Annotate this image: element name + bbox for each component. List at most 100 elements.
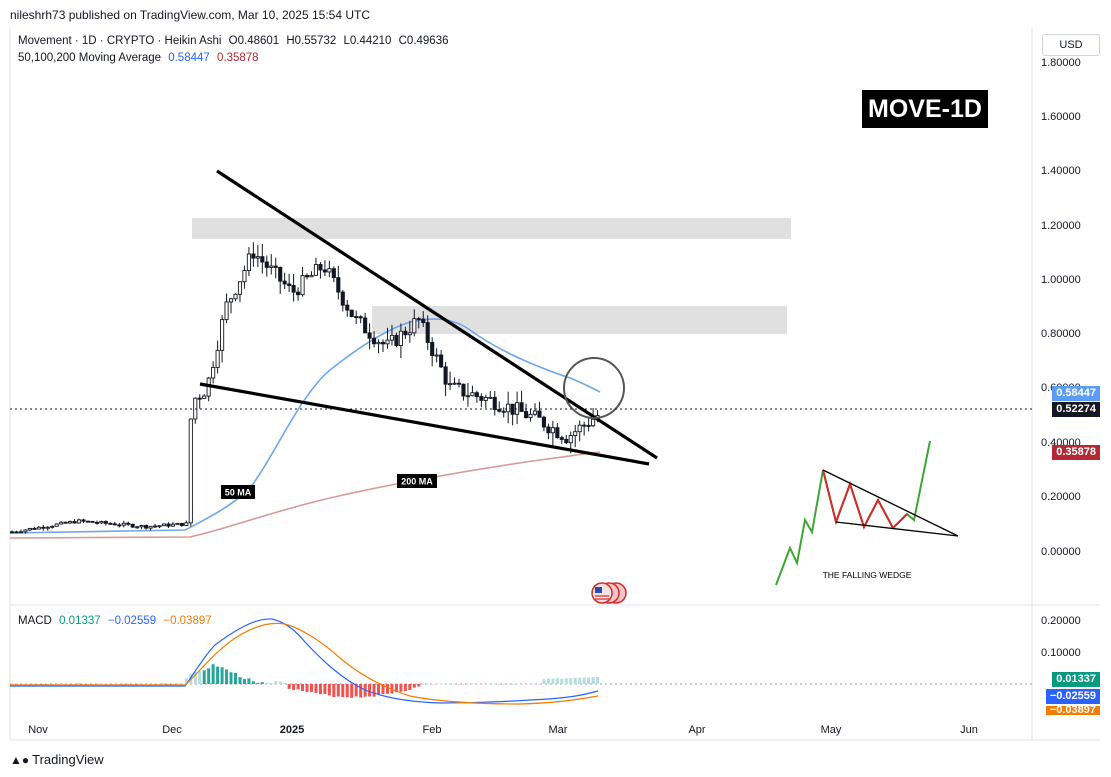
macd-hist-bar [444,683,448,685]
us-flag-icon[interactable] [591,582,627,604]
time-axis-label: Nov [28,724,48,736]
macd-hist-bar [336,684,340,697]
candle-body [452,382,457,385]
publisher-header: nileshrh73 published on TradingView.com,… [10,8,370,22]
macd-hist-bar [350,684,354,698]
candle-body [242,270,247,283]
macd-hist-bar [265,682,269,684]
candle-body [322,269,327,273]
candle-body [144,525,149,529]
candle-body [161,523,167,527]
macd-axis: 0.20000 0.10000 [1041,615,1081,659]
price-axis-label: 1.80000 [1041,57,1081,69]
candle-body [470,392,475,397]
ma50-label: 50 MA [225,488,252,498]
hist-price-tag: −0.03897 [1045,706,1100,715]
candle-body [555,427,560,439]
time-axis-label: Apr [688,724,705,736]
macd-hist-bar [506,684,510,685]
macd-legend-v3: −0.03897 [163,615,212,627]
candle-body [54,523,59,527]
candle-body [296,291,301,296]
macd-hist-bar [560,678,564,684]
last-price-tag: 0.52274 [1052,402,1100,417]
currency-button[interactable]: USD [1042,34,1100,56]
macd-hist-bar [381,684,385,695]
macd-hist-bar [546,678,550,684]
macd-hist-bar [46,683,50,685]
candle-body [130,523,135,528]
candle-body [550,427,555,434]
macd-hist-bar [497,684,501,685]
macd-hist-bar [596,677,600,684]
candle-body [45,526,50,529]
time-axis-label: Mar [549,724,568,736]
candle-body [313,264,319,276]
macd-hist-bar [41,683,45,685]
candle-body [304,275,310,278]
candle-body [461,383,466,397]
macd-hist-bar [318,684,322,695]
candle-body [76,519,82,524]
move-1d-tag: MOVE-1D [862,90,988,128]
macd-legend-label: MACD [18,615,52,627]
macd-hist-bar [309,684,313,692]
candle-body [492,396,497,410]
price-axis-label: 0.80000 [1041,328,1081,340]
macd-hist-bar [537,684,541,685]
ohlc-close: C0.49636 [398,35,449,47]
candle-body [121,522,126,526]
candle-body [577,424,582,433]
candle-body [515,402,520,415]
macd-hist-bar [569,678,573,684]
candle-body [416,318,421,321]
candle-body [287,283,292,286]
macd-hist-bar [533,684,537,685]
ma-legend-label: 50,100,200 Moving Average [18,52,162,64]
symbol-legend: Movement · 1D · CRYPTO · Heikin Ashi O0.… [18,35,453,47]
macd-hist-bar [162,683,166,684]
ma200-label-box [397,474,437,488]
macd-line [10,618,599,704]
candle-body [318,264,323,271]
candle-body [573,431,578,437]
macd-hist-bar [283,682,287,684]
macd-hist-bar [14,683,18,685]
macd-legend: MACD 0.01337 −0.02559 −0.03897 [18,615,216,627]
candle-body [434,354,439,357]
resistance-zone-upper [192,218,791,239]
candle-body [439,354,444,368]
macd-hist-bar [175,683,179,684]
macd-hist-bar [278,681,282,684]
macd-hist-bar [412,684,416,688]
candle-body [456,382,462,385]
macd-hist-bar [430,684,434,685]
footer-brand: TradingView [32,752,104,767]
ma-legend: 50,100,200 Moving Average 0.58447 0.3587… [18,52,263,64]
macd-hist-bar [180,683,184,685]
macd-hist-bar [77,683,81,684]
macd-hist-bar [198,671,202,684]
macd-hist-bar [345,684,349,698]
macd-hist-bar [23,683,27,685]
ohlc-open: O0.48601 [228,35,280,47]
inset-wedge-upper [822,469,959,537]
macd-hist-bar [488,683,492,685]
candle-body [9,531,15,534]
candle-body [59,521,64,525]
macd-hist-bar [390,684,394,694]
time-axis-label: May [821,724,842,736]
macd-hist-bar [171,683,175,685]
candle-body [282,280,287,285]
candle-body [537,410,542,418]
candle-body [27,527,32,531]
macd-hist-bar [493,683,497,685]
macd-histogram [10,664,600,698]
tradingview-footer[interactable]: ▲● TradingView [10,752,104,767]
candle-body [363,317,368,334]
candle-body [264,261,269,268]
macd-hist-bar [251,681,255,684]
macd-legend-v2: −0.02559 [107,615,157,627]
candle-body [340,291,345,306]
